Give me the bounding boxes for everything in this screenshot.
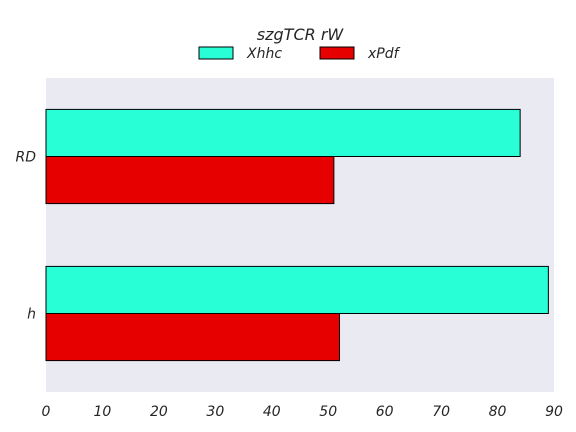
x-tick-label: 30 — [206, 404, 224, 420]
x-tick-label: 10 — [94, 404, 112, 420]
legend-swatch-xPdf — [320, 47, 354, 59]
bar-Xhhc-RD — [46, 109, 520, 156]
legend: szgTCR rW Xhhc xPdf — [199, 25, 401, 62]
x-tick-label: 90 — [545, 404, 563, 420]
x-tick-label: 60 — [376, 404, 394, 420]
bar-xPdf-RD — [46, 157, 334, 204]
x-tick-labels: 0 10 20 30 40 50 60 70 80 90 — [42, 404, 563, 420]
x-tick-label: 40 — [263, 404, 281, 420]
y-tick-label: RD — [15, 150, 36, 166]
x-tick-label: 70 — [432, 404, 450, 420]
bar-Xhhc-h — [46, 266, 548, 313]
x-tick-label: 20 — [150, 404, 168, 420]
y-tick-label: h — [27, 307, 36, 323]
y-tick-labels: h RD — [15, 150, 36, 323]
x-tick-label: 50 — [319, 404, 337, 420]
legend-label-Xhhc: Xhhc — [246, 46, 282, 62]
legend-title: szgTCR rW — [257, 25, 345, 44]
legend-swatch-Xhhc — [199, 47, 233, 59]
legend-label-xPdf: xPdf — [367, 46, 401, 62]
x-tick-label: 80 — [489, 404, 507, 420]
bar-xPdf-h — [46, 314, 340, 361]
x-tick-label: 0 — [42, 404, 51, 420]
